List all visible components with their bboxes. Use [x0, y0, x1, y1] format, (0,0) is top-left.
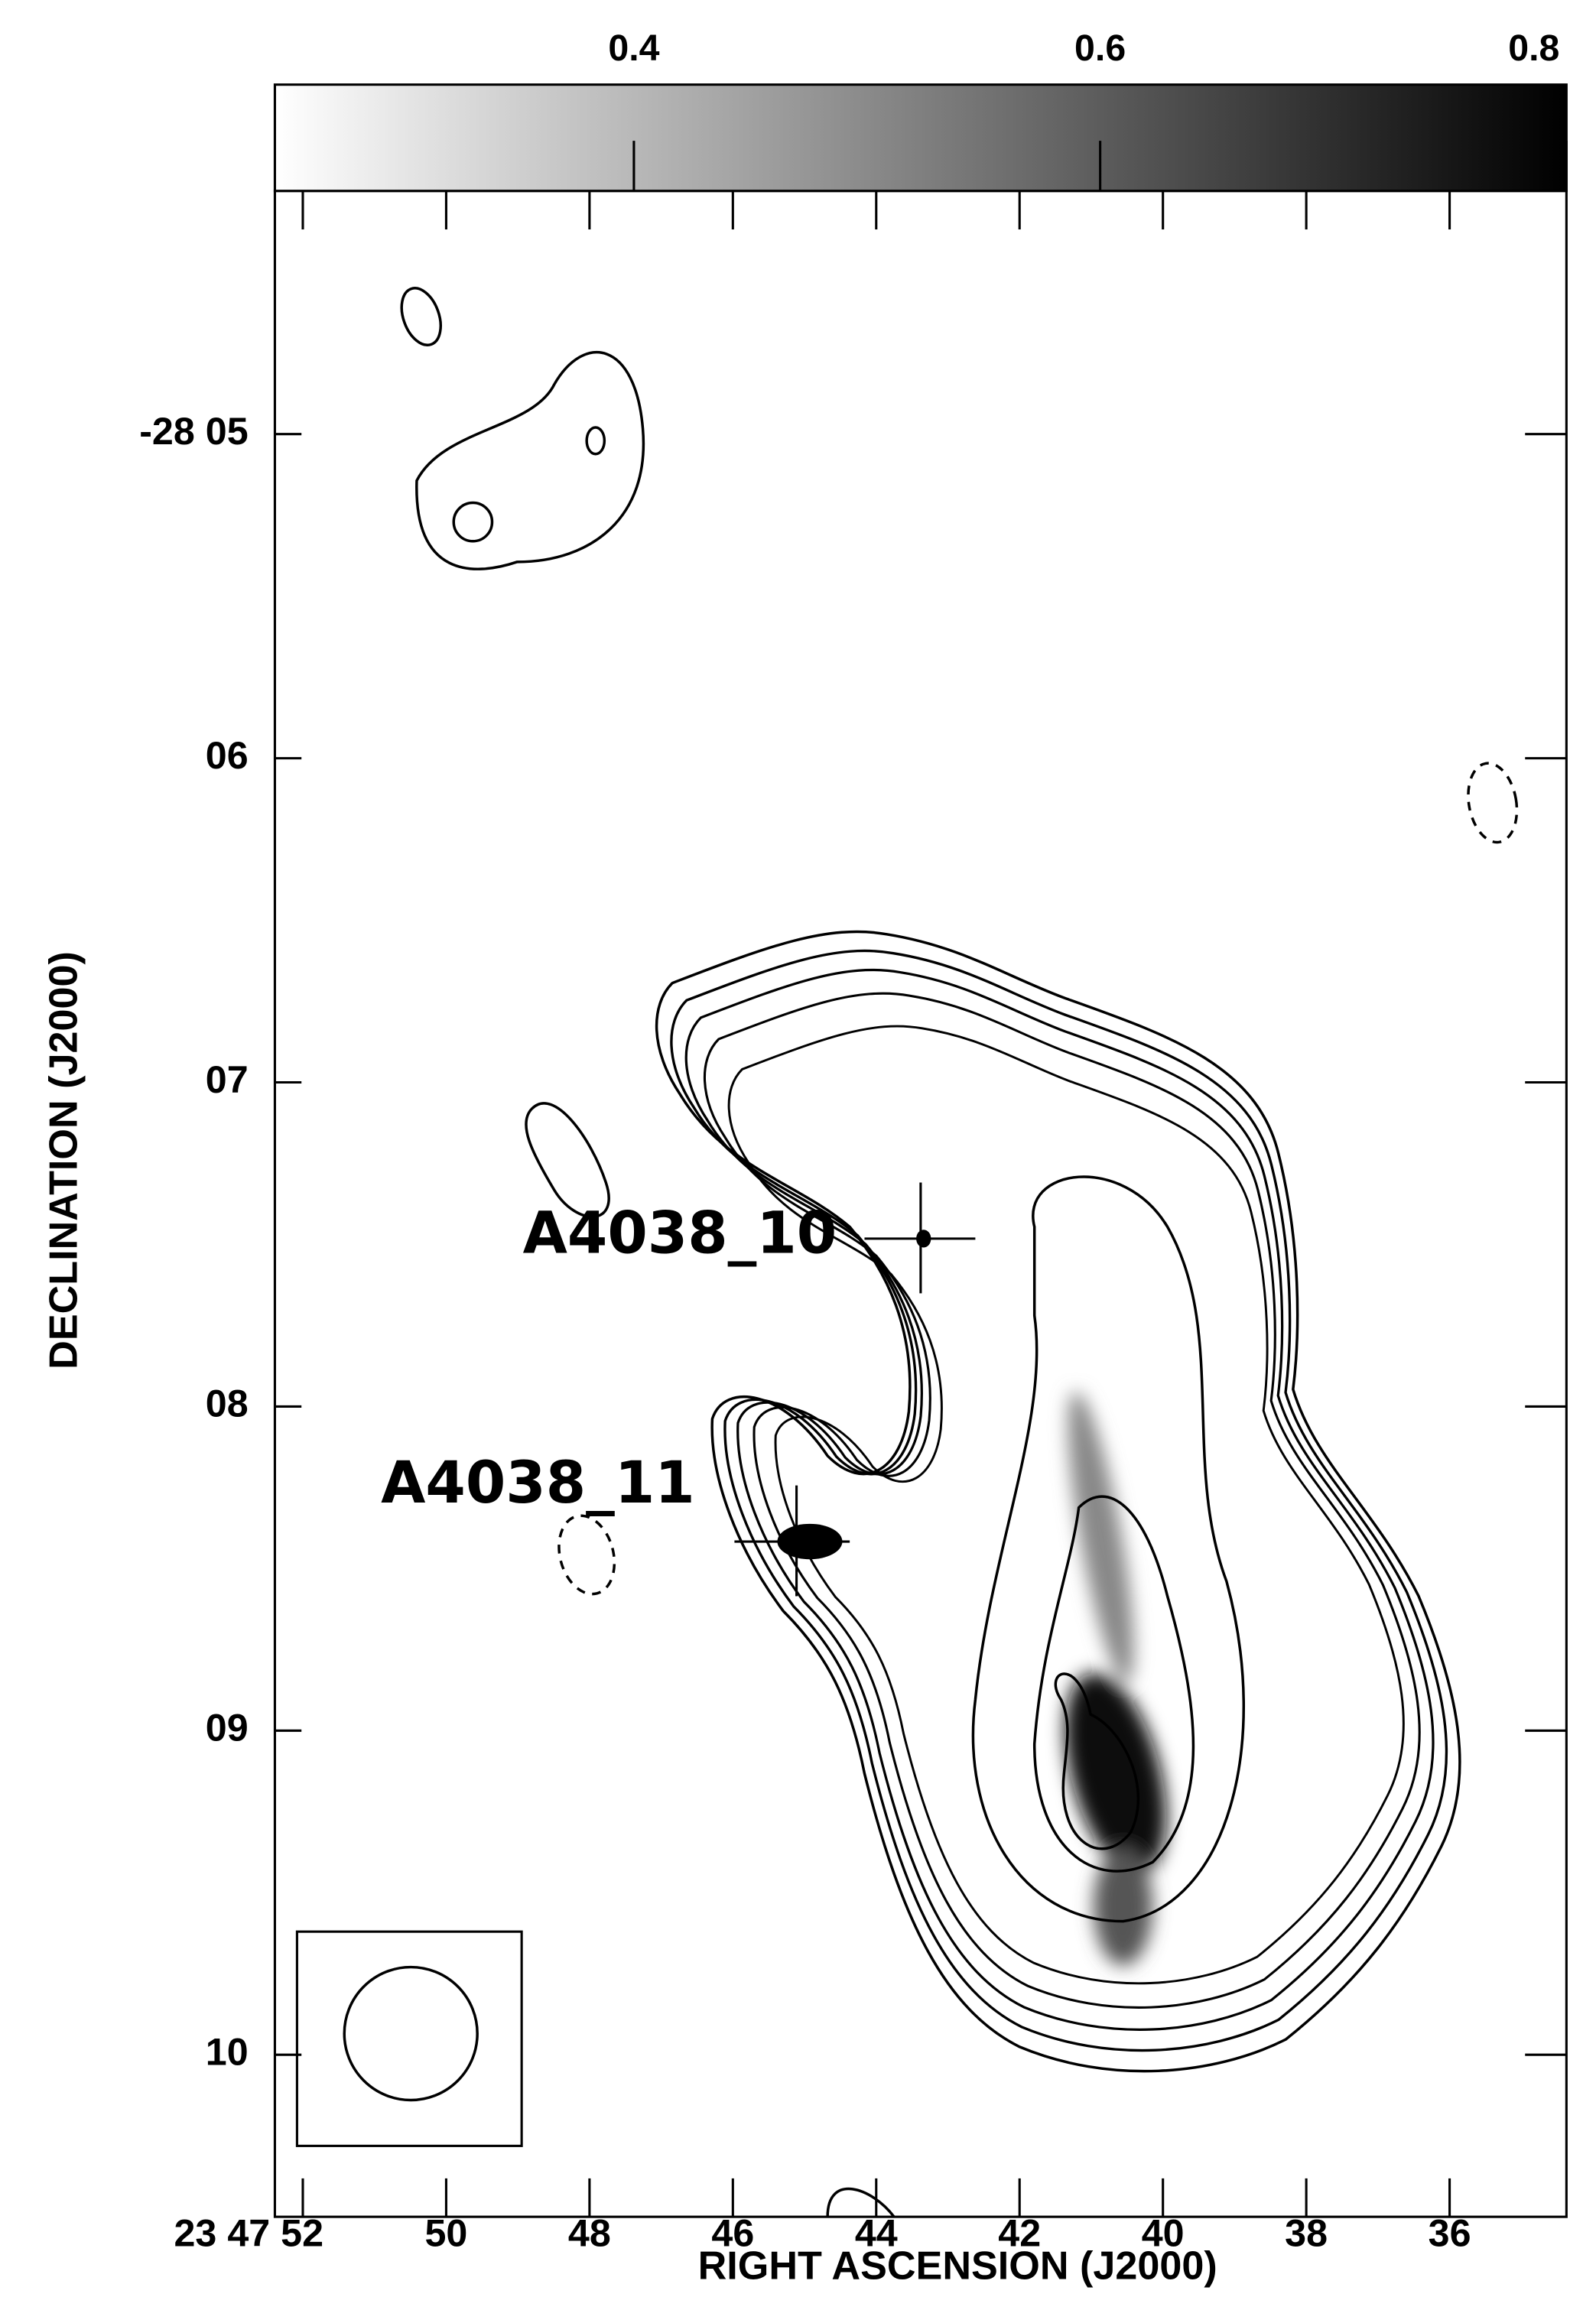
x-tick-label: 38 — [1285, 2212, 1328, 2255]
marker-cross — [734, 1182, 976, 1597]
x-tick-label: 40 — [1142, 2212, 1185, 2255]
x-tick-label: 46 — [711, 2212, 754, 2255]
x-tick-label: 42 — [998, 2212, 1041, 2255]
y-tick-label: 07 — [206, 1058, 249, 1101]
x-tick-label: 44 — [855, 2212, 898, 2255]
beam-box — [295, 1930, 523, 2147]
colorbar-tick-label: 0.6 — [1074, 28, 1126, 69]
y-tick-label: 08 — [206, 1382, 249, 1425]
beam — [343, 1965, 479, 2102]
emission — [1065, 1391, 1167, 1966]
annotation: A4038_11 — [381, 1449, 695, 1516]
x-tick-label: 50 — [424, 2212, 467, 2255]
y-tick-label: -28 05 — [139, 410, 248, 453]
y-tick-label: 10 — [206, 2030, 249, 2073]
colorbar — [273, 83, 1568, 193]
x-tick-label: 48 — [568, 2212, 611, 2255]
y-axis-label: DECLINATION (J2000) — [42, 951, 86, 1369]
colorbar-tick-label: 0.4 — [608, 28, 659, 69]
annotation: A4038_10 — [523, 1199, 837, 1266]
x-tick-label: 36 — [1429, 2212, 1471, 2255]
y-tick-label: 06 — [206, 734, 249, 777]
y-tick-label: 09 — [206, 1707, 249, 1750]
colorbar-tick-label: 0.8 — [1508, 28, 1559, 69]
x-tick-label: 23 47 52 — [174, 2212, 323, 2255]
x-axis-label: RIGHT ASCENSION (J2000) — [698, 2244, 1217, 2289]
